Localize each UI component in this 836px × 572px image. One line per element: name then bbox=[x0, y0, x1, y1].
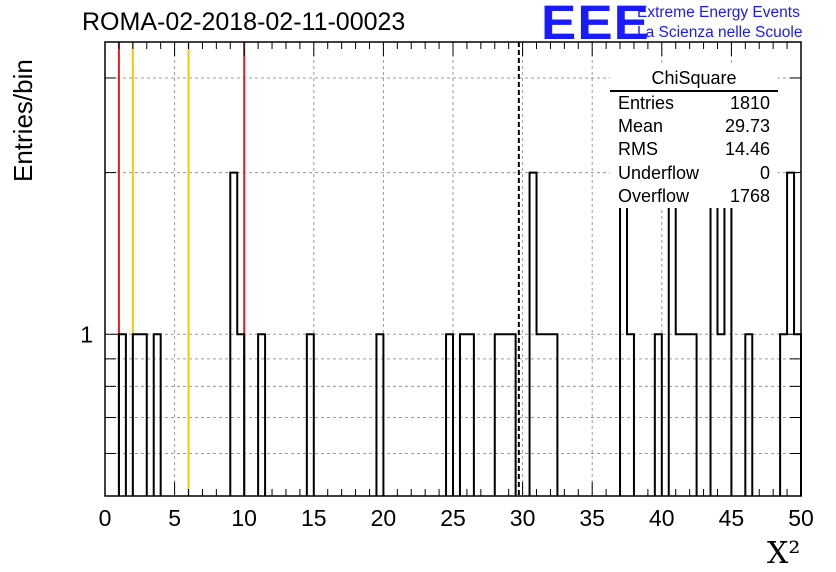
stats-label: RMS bbox=[618, 139, 658, 160]
x-tick-label: 30 bbox=[510, 505, 536, 531]
stats-label: Overflow bbox=[618, 185, 690, 206]
stats-label: Entries bbox=[618, 93, 675, 113]
x-tick-label: 25 bbox=[440, 505, 466, 531]
stats-row-rms: RMS 14.46 bbox=[610, 138, 778, 161]
stats-row-mean: Mean 29.73 bbox=[610, 115, 778, 138]
stats-value: 0 bbox=[759, 162, 770, 183]
stats-value: 1768 bbox=[729, 185, 770, 206]
x-tick-label: 5 bbox=[168, 505, 181, 531]
stats-value: 1810 bbox=[729, 93, 770, 113]
logo-line-1: Extreme Energy Events bbox=[637, 4, 800, 21]
stats-value: 29.73 bbox=[724, 116, 770, 137]
stats-box: ChiSquare Entries 1810 Mean 29.73 RMS 14… bbox=[610, 66, 778, 208]
stats-label: Underflow bbox=[618, 162, 700, 183]
x-axis-label: X² bbox=[767, 536, 801, 571]
eee-logo: EEE bbox=[541, 0, 650, 50]
y-tick-label: 1 bbox=[80, 321, 93, 347]
y-axis-label: Entries/bin bbox=[8, 59, 38, 182]
stats-label: Mean bbox=[618, 116, 664, 137]
x-tick-label: 40 bbox=[649, 505, 675, 531]
x-tick-label: 45 bbox=[719, 505, 745, 531]
x-tick-label: 15 bbox=[301, 505, 327, 531]
stats-value: 14.46 bbox=[724, 139, 770, 160]
x-tick-label: 50 bbox=[788, 505, 814, 531]
stats-row-entries: Entries 1810 bbox=[610, 92, 778, 115]
stats-title: ChiSquare bbox=[610, 66, 778, 92]
x-tick-label: 10 bbox=[231, 505, 257, 531]
stats-row-underflow: Underflow 0 bbox=[610, 162, 778, 185]
chart-title: ROMA-02-2018-02-11-00023 bbox=[82, 8, 406, 36]
x-tick-label: 0 bbox=[99, 505, 112, 531]
stats-row-overflow: Overflow 1768 bbox=[610, 185, 778, 208]
logo-line-2: La Scienza nelle Scuole bbox=[637, 24, 803, 41]
x-tick-label: 20 bbox=[371, 505, 397, 531]
x-tick-label: 35 bbox=[579, 505, 605, 531]
